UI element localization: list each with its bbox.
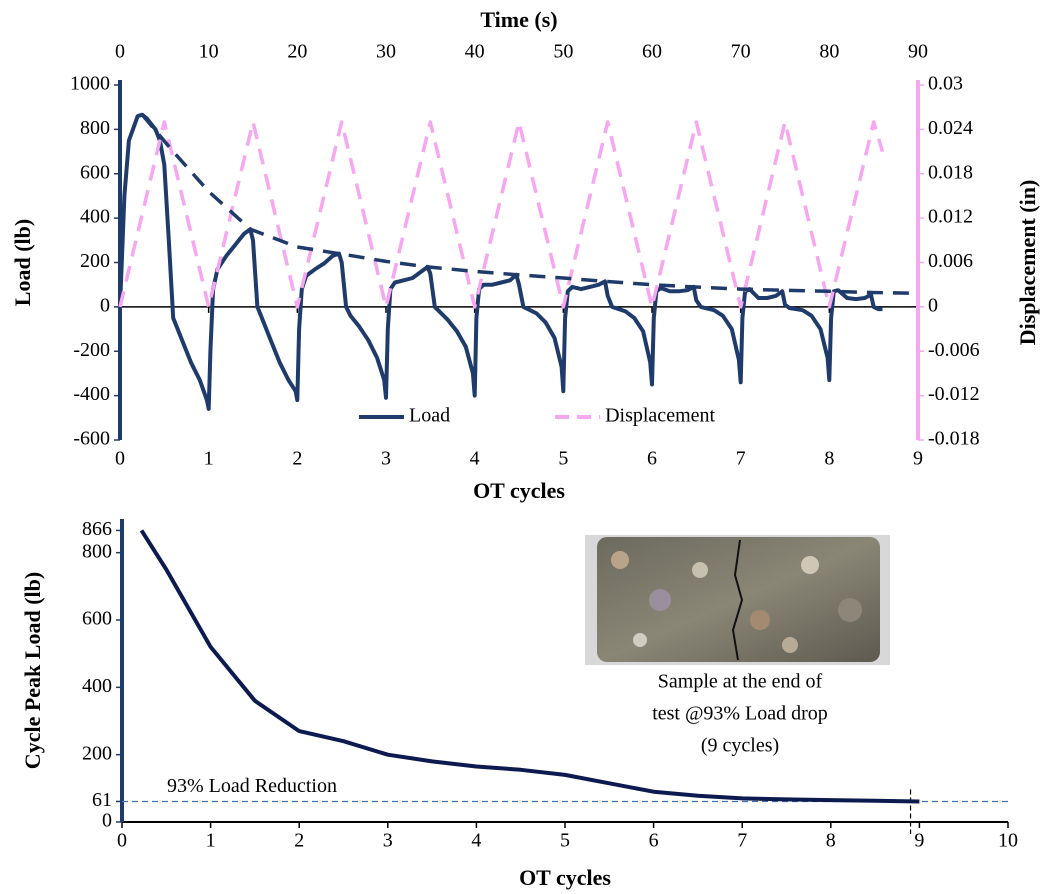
x-tick-label: 0: [117, 830, 127, 852]
y-axis-title: Load (lb): [10, 219, 35, 306]
y-axis-title: Cycle Peak Load (lb): [20, 572, 45, 769]
y-tick-label: 400: [82, 675, 112, 697]
y2-tick-label: 0.006: [928, 250, 973, 272]
x-tick-label: 1: [204, 448, 214, 470]
y-tick-label: -600: [73, 428, 110, 450]
x-tick-label: 3: [381, 448, 391, 470]
sample-photo: [585, 535, 890, 665]
y2-tick-label: 0.012: [928, 206, 973, 228]
x-tick-label: 8: [824, 448, 834, 470]
x-tick-label: 7: [736, 448, 746, 470]
x2-tick-label: 90: [908, 41, 928, 63]
y-tick-label: 0: [102, 810, 112, 832]
x-tick-label: 4: [470, 448, 480, 470]
x-tick-label: 6: [647, 448, 657, 470]
x2-tick-label: 80: [819, 41, 839, 63]
y-tick-label: 200: [82, 742, 112, 764]
y-tick-label: 61: [92, 789, 112, 811]
y-tick-label: 866: [82, 518, 112, 540]
x-tick-label: 2: [292, 448, 302, 470]
y-tick-label: 0: [100, 294, 110, 316]
y2-tick-label: -0.018: [928, 428, 980, 450]
x-tick-label: 6: [649, 830, 659, 852]
y-tick-label: 600: [82, 608, 112, 630]
x-tick-label: 5: [558, 448, 568, 470]
x-tick-label: 7: [737, 830, 747, 852]
x2-tick-label: 50: [553, 41, 573, 63]
reference-label: 93% Load Reduction: [167, 775, 337, 797]
legend-label: Load: [409, 405, 450, 427]
annotation: (9 cycles): [701, 735, 779, 757]
x-tick-label: 9: [913, 448, 923, 470]
series-line: [139, 529, 920, 804]
x-tick-label: 8: [826, 830, 836, 852]
series-line: [118, 112, 883, 411]
x-tick-label: 2: [294, 830, 304, 852]
x2-tick-label: 60: [642, 41, 662, 63]
legend-label: Displacement: [605, 405, 715, 427]
annotation: test @93% Load drop: [652, 703, 828, 725]
y-tick-label: -400: [73, 383, 110, 405]
x2-tick-label: 70: [731, 41, 751, 63]
y-tick-label: 800: [80, 117, 110, 139]
x-tick-label: 10: [998, 830, 1018, 852]
y-tick-label: 600: [80, 161, 110, 183]
y2-tick-label: 0.03: [928, 73, 963, 95]
y-tick-label: -200: [73, 339, 110, 361]
x-axis-title: OT cycles: [473, 478, 565, 503]
y-tick-label: 400: [80, 206, 110, 228]
x2-tick-label: 30: [376, 41, 396, 63]
x2-axis-title: Time (s): [480, 7, 557, 32]
x2-tick-label: 0: [115, 41, 125, 63]
y-tick-label: 200: [80, 250, 110, 272]
x-tick-label: 1: [206, 830, 216, 852]
x2-tick-label: 20: [287, 41, 307, 63]
x-tick-label: 4: [471, 830, 481, 852]
y2-tick-label: 0.018: [928, 161, 973, 183]
annotation: Sample at the end of: [658, 671, 823, 693]
x-tick-label: 5: [560, 830, 570, 852]
x-tick-label: 0: [115, 448, 125, 470]
y2-axis-title: Displacement (in): [1015, 180, 1040, 346]
y2-tick-label: 0: [928, 294, 938, 316]
y2-tick-label: -0.012: [928, 383, 980, 405]
y-tick-label: 800: [82, 540, 112, 562]
y2-tick-label: -0.006: [928, 339, 980, 361]
y2-tick-label: 0.024: [928, 117, 973, 139]
x2-tick-label: 40: [465, 41, 485, 63]
y-tick-label: 1000: [70, 73, 110, 95]
x-tick-label: 9: [914, 830, 924, 852]
x-tick-label: 3: [383, 830, 393, 852]
series-line: [140, 113, 910, 295]
x2-tick-label: 10: [199, 41, 219, 63]
x-axis-title: OT cycles: [519, 865, 611, 890]
